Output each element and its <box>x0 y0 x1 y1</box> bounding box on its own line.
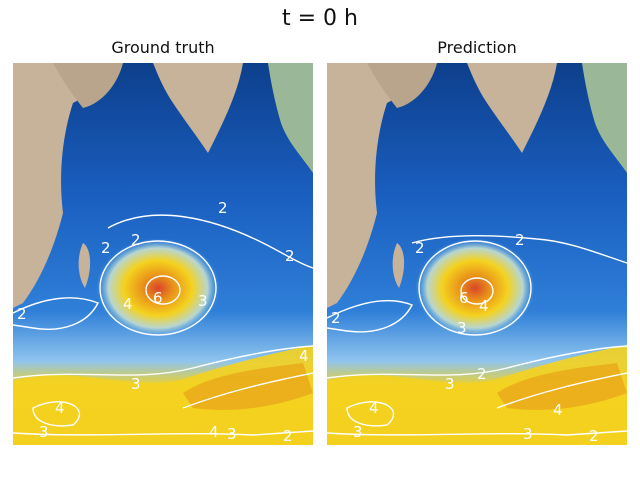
contour-label: 2 <box>218 199 228 217</box>
contour-3-cyclone <box>418 240 532 336</box>
contour-label: 4 <box>123 295 133 313</box>
contour-2-upper <box>107 214 313 269</box>
contour-label: 3 <box>523 425 533 443</box>
arabia-landmass <box>53 63 123 108</box>
india-landmass <box>467 63 557 153</box>
contour-label: 4 <box>299 347 309 365</box>
contour-2-west <box>13 297 99 330</box>
india-landmass <box>153 63 243 153</box>
contour-4-south-east <box>496 372 627 409</box>
cyclone-core <box>415 238 535 338</box>
contour-label: 2 <box>415 239 425 257</box>
se-asia-landmass <box>268 63 313 173</box>
contour-3-bottom <box>13 430 313 436</box>
contour-label: 2 <box>101 239 111 257</box>
contour-label: 4 <box>479 297 489 315</box>
contour-labels: 2 2 2 4 6 3 2 3 4 3 4 4 3 2 2 <box>17 199 309 445</box>
contour-label: 3 <box>227 425 237 443</box>
figure-title: t = 0 h <box>282 6 358 31</box>
contour-3-south <box>327 345 627 379</box>
contour-label: 2 <box>285 247 295 265</box>
prediction-title: Prediction <box>437 38 517 57</box>
contour-2-upper <box>411 235 627 264</box>
arabia-landmass <box>367 63 437 108</box>
contour-label: 6 <box>153 289 163 307</box>
contour-label: 2 <box>515 231 525 249</box>
contour-label: 2 <box>331 309 341 327</box>
southern-yellow-band <box>13 345 313 445</box>
madagascar-landmass <box>78 243 91 288</box>
southern-yellow-band <box>327 345 627 445</box>
contour-4-south <box>346 401 395 427</box>
contour-3-cyclone <box>99 240 217 336</box>
contour-6-cyclone <box>145 275 181 305</box>
contour-label: 3 <box>445 375 455 393</box>
contour-label: 3 <box>198 292 208 310</box>
contour-4-south <box>32 401 81 427</box>
contour-3-south <box>13 345 313 379</box>
contour-3-bottom <box>327 430 627 436</box>
contour-lines <box>13 214 313 436</box>
contour-label: 4 <box>55 399 65 417</box>
contour-4-south-east <box>182 372 313 409</box>
contour-label: 3 <box>457 319 467 337</box>
southern-orange-patch <box>183 363 313 410</box>
madagascar-landmass <box>392 243 405 288</box>
contour-2-west <box>327 299 413 333</box>
contour-label: 2 <box>477 365 487 383</box>
contour-label: 3 <box>353 423 363 441</box>
southern-orange-patch <box>497 363 627 410</box>
ground-truth-map: 2 2 2 4 6 3 2 3 4 3 4 4 3 2 2 <box>13 63 313 445</box>
africa-landmass <box>13 63 123 308</box>
contour-label: 3 <box>131 375 141 393</box>
contour-label: 2 <box>131 231 141 249</box>
africa-landmass <box>327 63 437 308</box>
contour-label: 2 <box>283 427 293 445</box>
contour-label: 3 <box>39 423 49 441</box>
contour-label: 6 <box>459 289 469 307</box>
contour-label: 2 <box>17 305 27 323</box>
cyclone-core <box>96 238 220 338</box>
se-asia-landmass <box>582 63 627 173</box>
contour-label: 2 <box>589 427 599 445</box>
contour-lines <box>327 235 627 436</box>
contour-label: 4 <box>369 399 379 417</box>
contour-label: 4 <box>209 423 219 441</box>
contour-6-cyclone <box>460 277 494 305</box>
contour-labels: 2 2 4 6 3 2 3 3 4 4 3 2 2 <box>331 231 599 445</box>
prediction-map: 2 2 4 6 3 2 3 3 4 4 3 2 2 <box>327 63 627 445</box>
ground-truth-title: Ground truth <box>111 38 215 57</box>
contour-label: 4 <box>553 401 563 419</box>
